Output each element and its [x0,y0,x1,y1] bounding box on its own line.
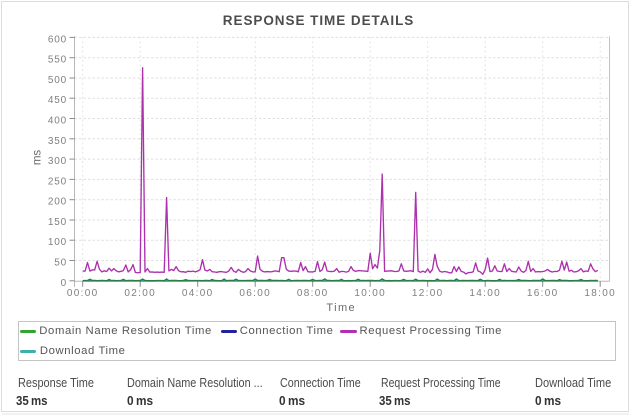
svg-text:10:00: 10:00 [354,288,386,299]
svg-text:100: 100 [48,237,67,248]
svg-text:450: 450 [48,95,67,106]
svg-text:Time: Time [326,302,356,314]
svg-text:400: 400 [48,116,67,127]
svg-text:08:00: 08:00 [297,288,329,299]
svg-text:300: 300 [48,156,67,167]
svg-text:16:00: 16:00 [527,288,559,299]
svg-text:50: 50 [54,258,67,269]
svg-text:250: 250 [48,176,67,187]
svg-text:550: 550 [48,55,67,66]
svg-text:00:00: 00:00 [67,288,99,299]
svg-text:350: 350 [48,136,67,147]
svg-text:600: 600 [48,34,67,45]
svg-text:02:00: 02:00 [124,288,156,299]
svg-text:14:00: 14:00 [469,288,501,299]
svg-text:150: 150 [48,217,67,228]
svg-text:200: 200 [48,197,67,208]
svg-text:500: 500 [48,75,67,86]
svg-text:ms: ms [32,150,44,166]
svg-text:12:00: 12:00 [412,288,444,299]
svg-text:04:00: 04:00 [182,288,214,299]
svg-text:06:00: 06:00 [239,288,271,299]
svg-text:18:00: 18:00 [584,288,616,299]
svg-text:0: 0 [61,278,67,289]
